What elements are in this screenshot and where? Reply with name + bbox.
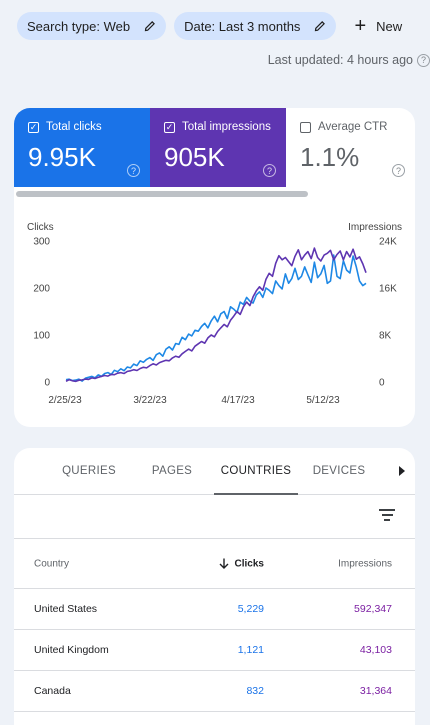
horizontal-scrollbar[interactable] xyxy=(16,191,308,197)
table-header: Country Clicks Impressions xyxy=(14,539,415,589)
checkbox-unchecked-icon[interactable] xyxy=(300,121,311,133)
last-updated: Last updated: 4 hours ago ? xyxy=(268,53,430,67)
checkbox-checked-icon[interactable]: ✓ xyxy=(28,121,39,133)
x-tick-label: 4/17/23 xyxy=(221,395,255,406)
country-cell: United States xyxy=(34,603,98,615)
clicks-cell: 5,229 xyxy=(237,603,264,615)
tab-pages[interactable]: PAGES xyxy=(151,465,193,477)
performance-card: ✓ Total clicks 9.95K ? ✓ Total impressions… xyxy=(14,108,415,427)
help-icon[interactable]: ? xyxy=(263,164,276,177)
table-row[interactable]: United States 5,229 592,347 xyxy=(14,589,415,630)
plus-icon: + xyxy=(354,15,367,37)
x-tick-label: 3/22/23 xyxy=(133,395,167,406)
y-left-tick-label: 100 xyxy=(33,331,50,342)
y-right-tick-label: 0 xyxy=(379,378,385,389)
total-clicks-tile[interactable]: ✓ Total clicks 9.95K ? xyxy=(14,108,150,187)
sort-down-arrow-icon xyxy=(219,558,229,569)
y-left-tick-label: 200 xyxy=(33,284,50,295)
clicks-column-header[interactable]: Clicks xyxy=(219,558,264,569)
table-row[interactable]: Canada 832 31,364 xyxy=(14,671,415,712)
x-tick-label: 2/25/23 xyxy=(48,395,82,406)
dimension-tabs: QUERIES PAGES COUNTRIES DEVICES xyxy=(14,448,415,495)
country-column-header[interactable]: Country xyxy=(34,558,70,569)
impressions-column-header[interactable]: Impressions xyxy=(338,558,392,569)
y-right-tick-label: 24K xyxy=(379,237,397,248)
total-impressions-label: Total impressions xyxy=(182,121,271,133)
total-impressions-value: 905K xyxy=(164,142,225,172)
average-ctr-label: Average CTR xyxy=(318,121,388,133)
total-clicks-value: 9.95K xyxy=(28,142,96,172)
filter-icon[interactable] xyxy=(379,509,395,523)
metric-tiles: ✓ Total clicks 9.95K ? ✓ Total impressions… xyxy=(14,108,415,187)
search-type-filter-label: Search type: Web xyxy=(27,18,131,34)
last-updated-text: Last updated: 4 hours ago xyxy=(267,53,413,67)
right-axis-title: Impressions xyxy=(348,222,402,233)
tab-queries[interactable]: QUERIES xyxy=(62,465,116,477)
tab-devices[interactable]: DEVICES xyxy=(312,465,366,477)
total-impressions-tile[interactable]: ✓ Total impressions 905K ? xyxy=(150,108,286,187)
y-right-tick-label: 16K xyxy=(379,284,397,295)
edit-pencil-icon xyxy=(315,21,326,32)
performance-chart: Clicks Impressions 300 24K 200 16K 100 8K 0 0 2/… xyxy=(27,222,402,406)
clicks-cell: 832 xyxy=(246,685,264,697)
y-left-tick-label: 300 xyxy=(33,237,50,248)
average-ctr-tile[interactable]: Average CTR 1.1% ? xyxy=(286,108,415,187)
checkbox-checked-icon[interactable]: ✓ xyxy=(164,121,175,133)
scroll-right-arrow-icon[interactable] xyxy=(399,466,405,476)
impressions-cell: 31,364 xyxy=(359,685,392,697)
filter-bar: Search type: Web Date: Last 3 months + N… xyxy=(17,12,412,40)
clicks-series-line xyxy=(65,254,367,382)
tab-countries[interactable]: COUNTRIES xyxy=(214,448,298,495)
impressions-series-line xyxy=(65,247,367,383)
clicks-header-label: Clicks xyxy=(234,558,264,569)
new-button-label: New xyxy=(376,18,403,34)
search-type-filter-chip[interactable]: Search type: Web xyxy=(17,12,167,40)
help-icon[interactable]: ? xyxy=(392,164,405,177)
country-cell: United Kingdom xyxy=(34,644,109,656)
help-icon[interactable]: ? xyxy=(127,164,140,177)
table-filter-row xyxy=(14,495,415,539)
clicks-cell: 1,121 xyxy=(237,644,264,656)
x-tick-label: 5/12/23 xyxy=(306,395,340,406)
help-icon[interactable]: ? xyxy=(417,53,430,67)
table-row[interactable]: United Kingdom 1,121 43,103 xyxy=(14,630,415,671)
impressions-cell: 43,103 xyxy=(359,644,392,656)
edit-pencil-icon xyxy=(144,21,156,32)
y-right-tick-label: 8K xyxy=(379,331,392,342)
total-clicks-label: Total clicks xyxy=(46,121,102,133)
left-axis-title: Clicks xyxy=(27,222,54,233)
country-cell: Canada xyxy=(34,685,71,697)
impressions-cell: 592,347 xyxy=(354,603,392,615)
dimensions-table-card: QUERIES PAGES COUNTRIES DEVICES Country … xyxy=(14,448,415,725)
date-filter-chip[interactable]: Date: Last 3 months xyxy=(174,12,337,40)
average-ctr-value: 1.1% xyxy=(300,142,360,172)
y-left-tick-label: 0 xyxy=(44,378,50,389)
date-filter-label: Date: Last 3 months xyxy=(184,18,301,34)
new-filter-button[interactable]: + New xyxy=(344,12,412,40)
